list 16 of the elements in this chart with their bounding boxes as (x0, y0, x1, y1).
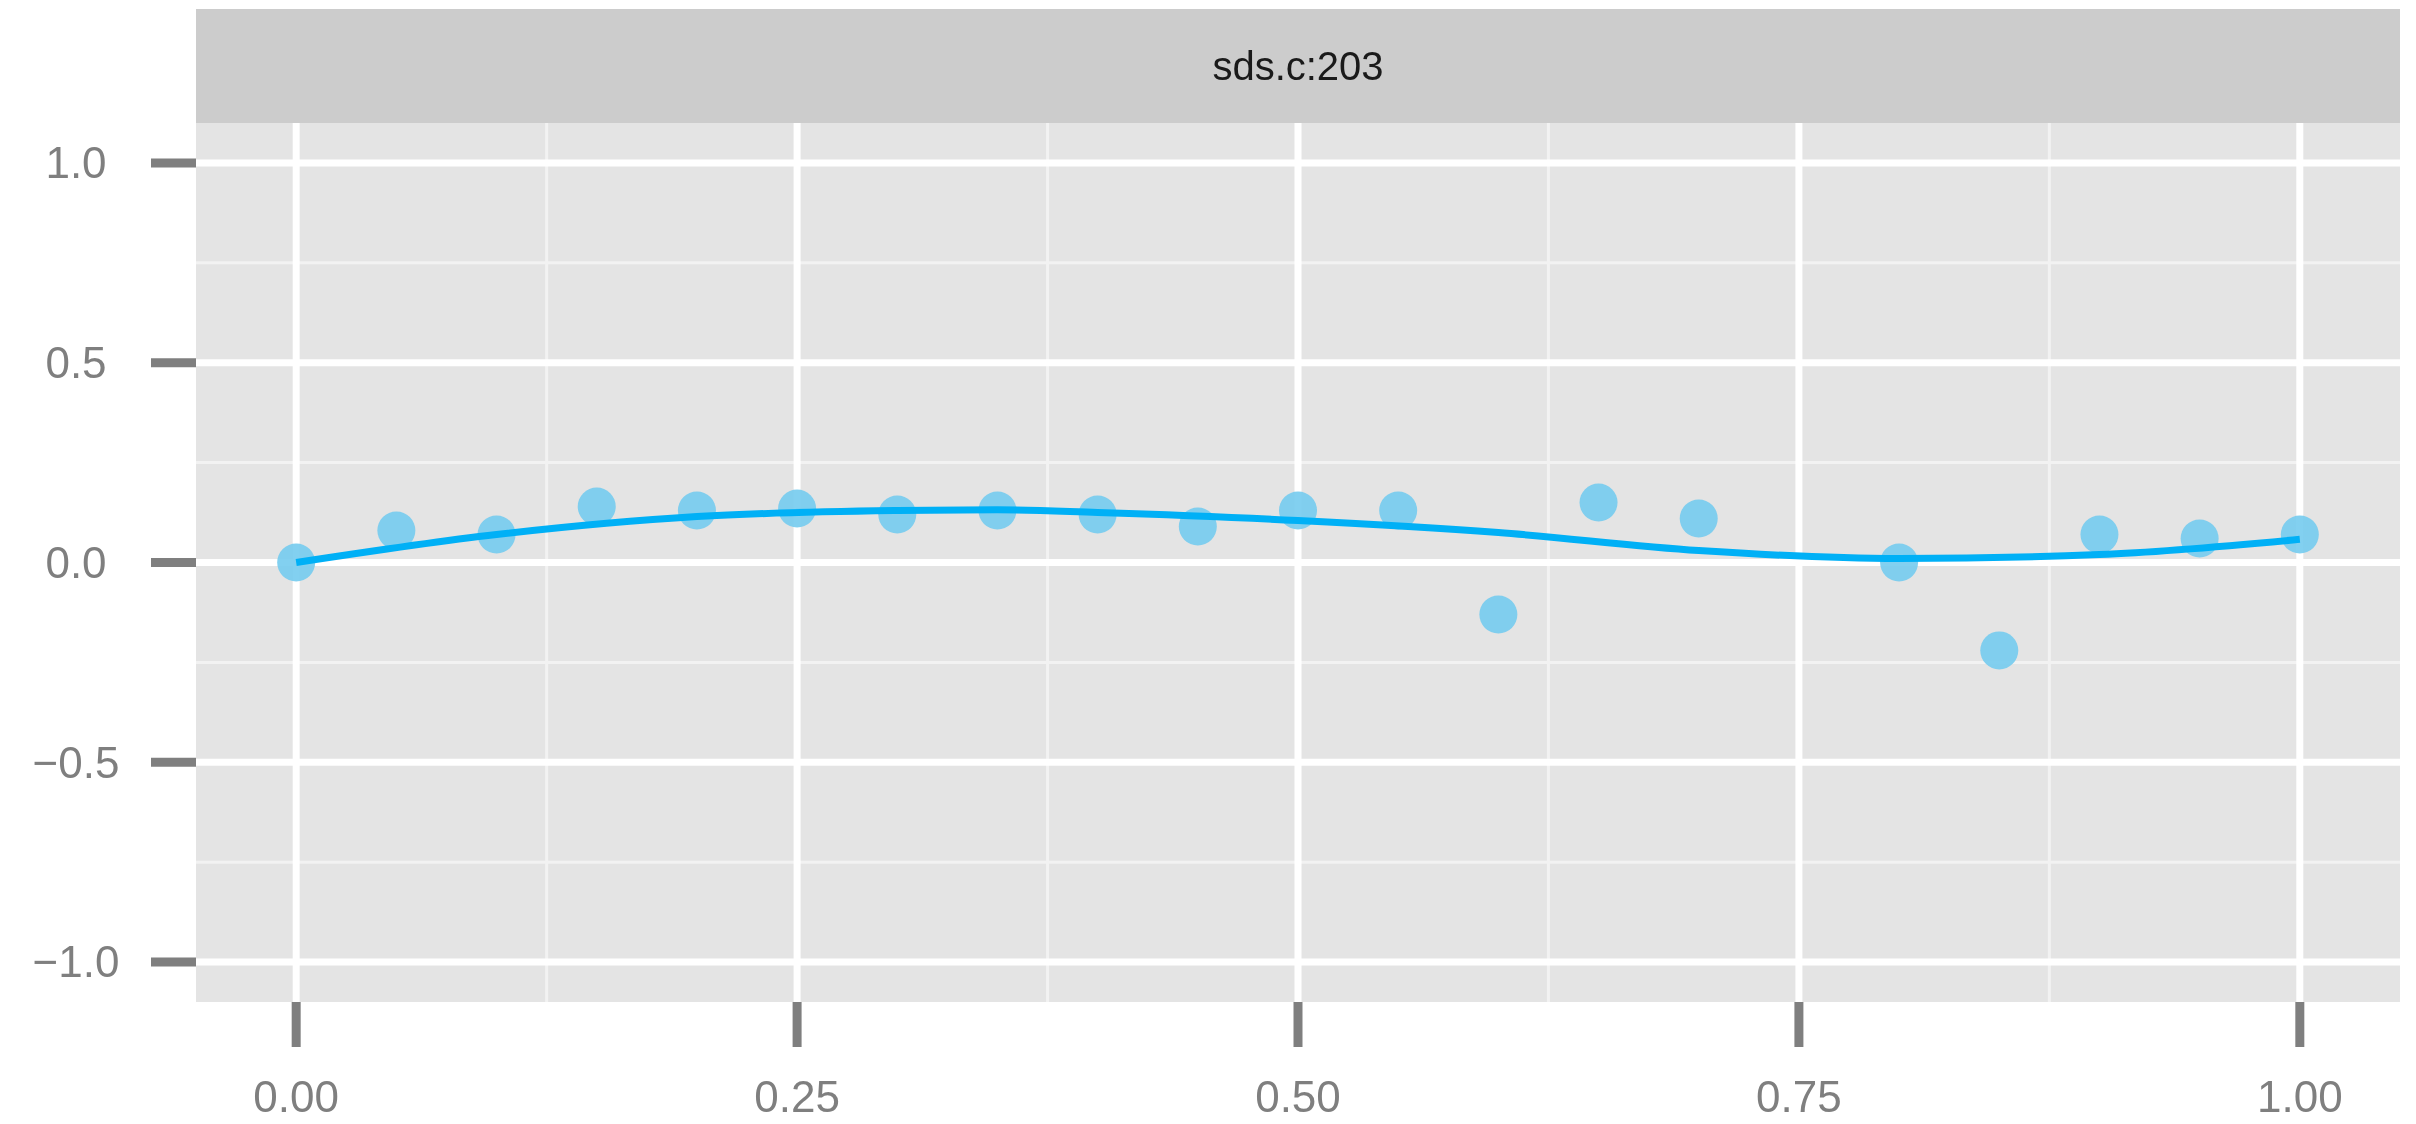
y-tick-label: 0.0 (45, 537, 107, 587)
point (1679, 499, 1718, 538)
y-tick-label: 0.5 (45, 338, 107, 388)
point (1980, 631, 2019, 670)
x-tick-label: 0.00 (253, 1072, 339, 1122)
point (1479, 595, 1518, 634)
y-tick-label: 1.0 (45, 138, 107, 188)
x-tick-label: 1.00 (2257, 1072, 2343, 1122)
y-tick-label: −0.5 (32, 737, 120, 787)
x-tick-label: 0.25 (754, 1072, 840, 1122)
x-tick-label: 0.50 (1255, 1072, 1341, 1122)
point (1579, 483, 1618, 522)
chart-title: sds.c:203 (1212, 44, 1384, 88)
y-tick-label: −1.0 (32, 937, 120, 987)
point (2080, 515, 2119, 554)
x-tick-label: 0.75 (1756, 1072, 1842, 1122)
